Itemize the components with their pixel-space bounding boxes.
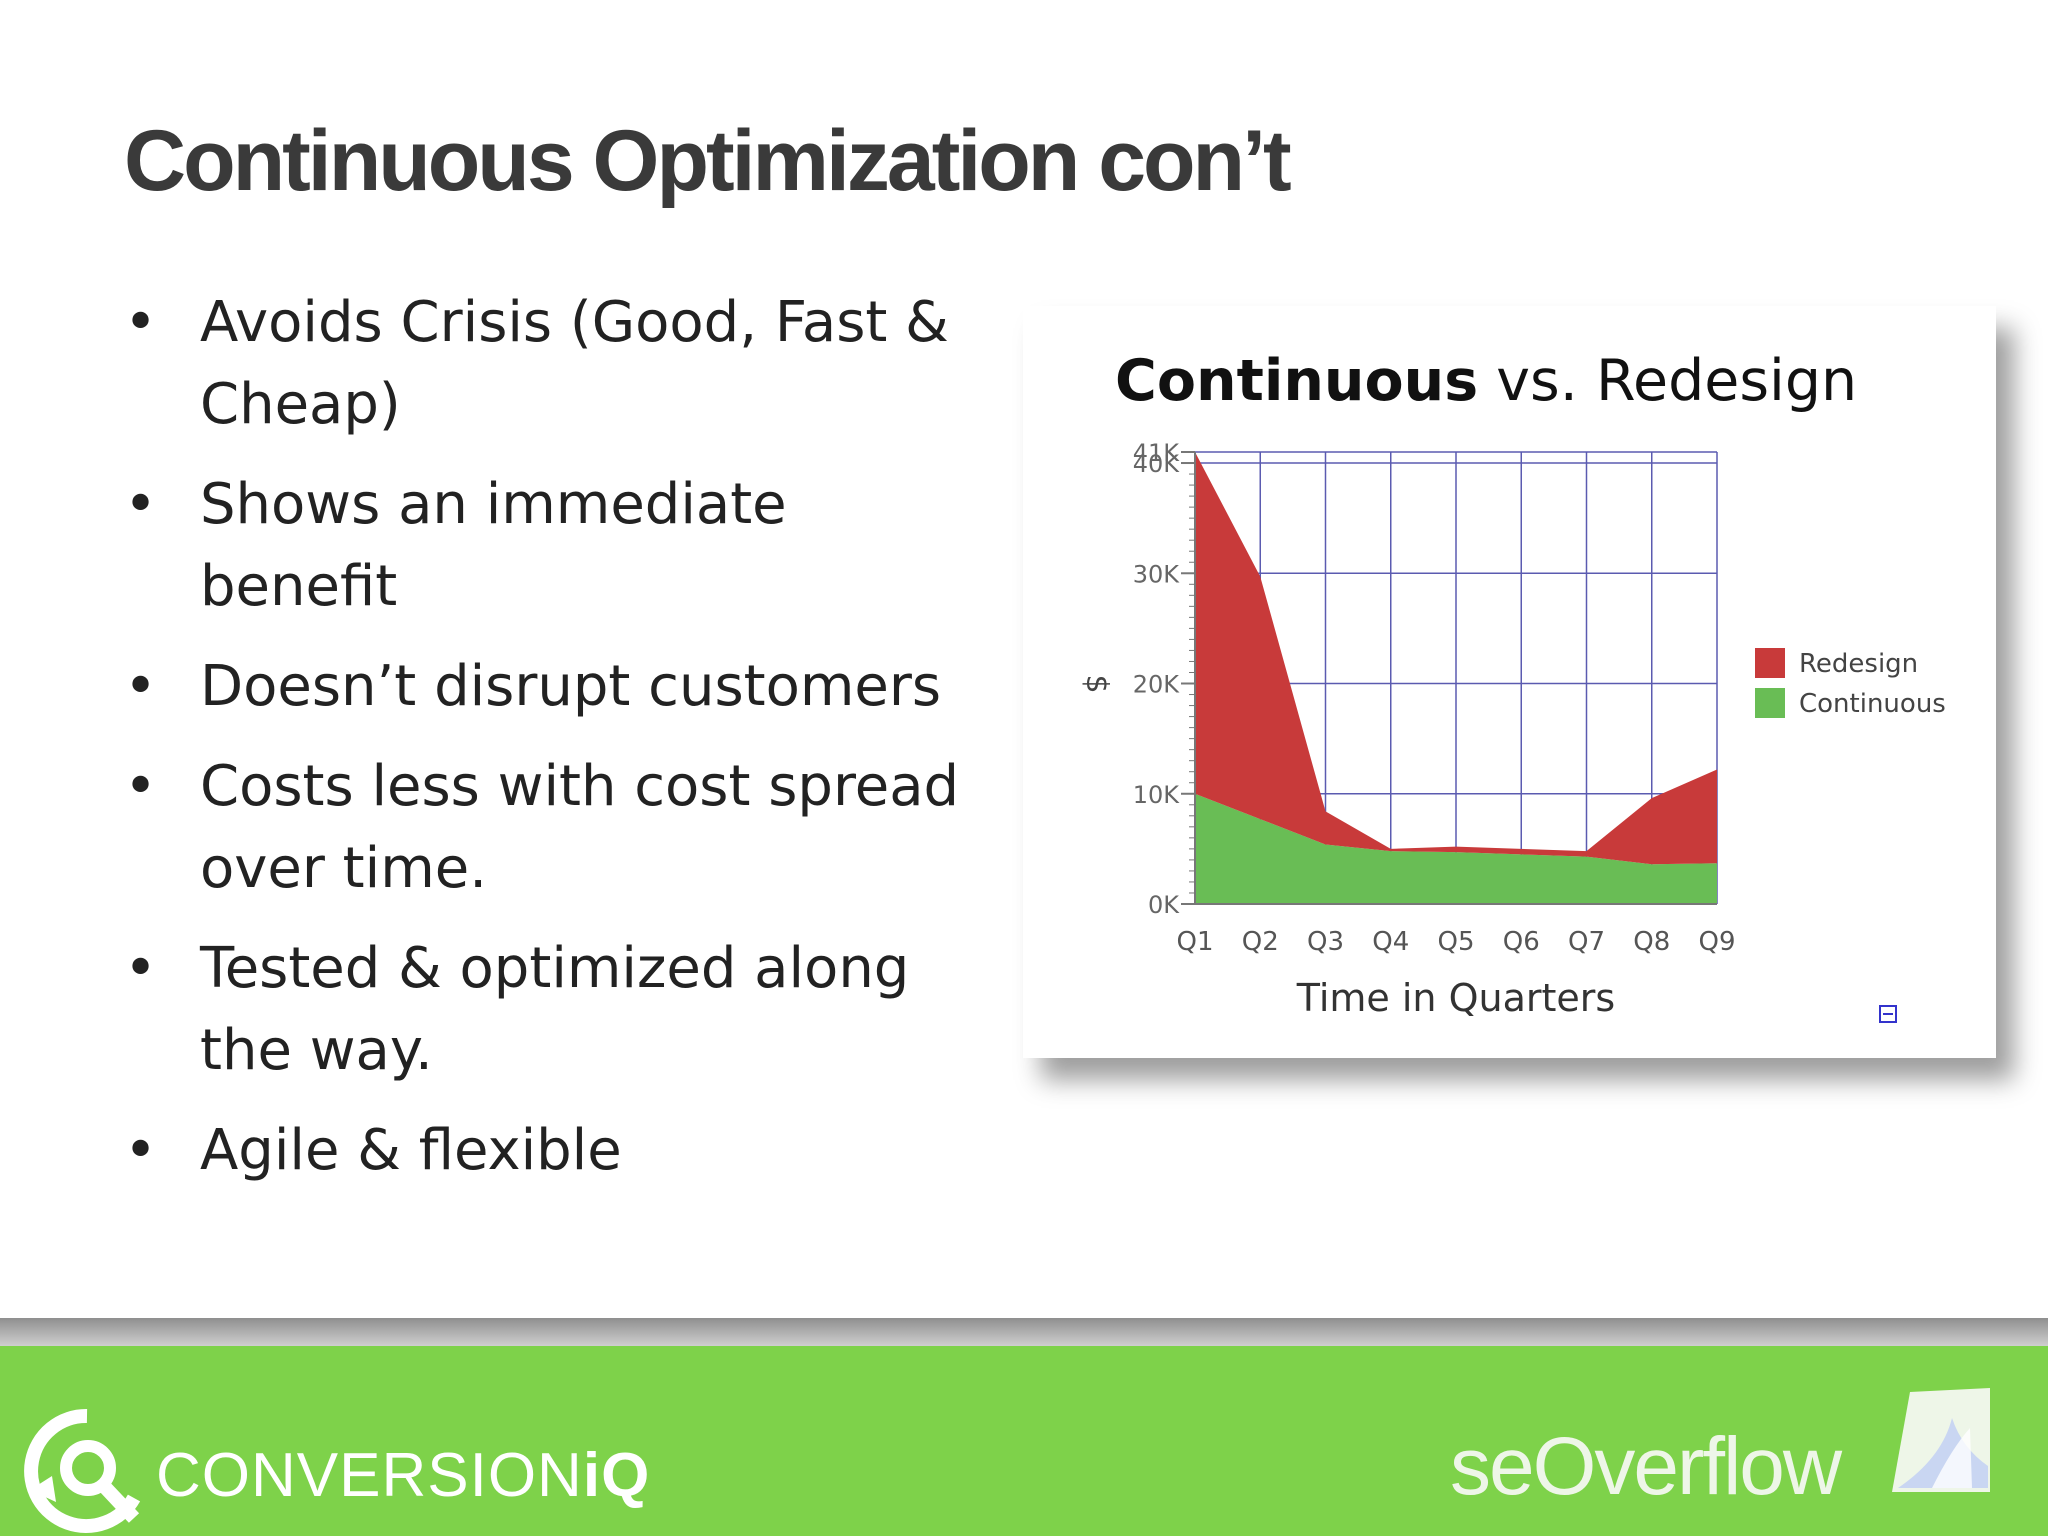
bullet-text: Doesn’t disrupt customers — [200, 654, 942, 719]
x-tick-label: Q7 — [1568, 927, 1605, 957]
conversioniq-logo-icon — [24, 1408, 141, 1533]
bullet-text: Costs less with cost spread over time. — [200, 754, 960, 901]
area-continuous — [1195, 793, 1717, 904]
footer-green-band: CONVERSIONiQ seOverflow — [0, 1346, 2048, 1536]
legend-label: Redesign — [1799, 649, 1918, 679]
area-redesign — [1195, 452, 1717, 865]
area-chart: Continuous vs. Redesign 0K 10K 20K 30K 40K41… — [1079, 348, 1946, 1023]
chart-title: Continuous vs. Redesign — [1115, 348, 1857, 414]
bullet-item: • Shows an immediate benefit — [124, 464, 964, 628]
seoverflow-logo-icon — [1892, 1388, 1990, 1492]
bullet-item: • Agile & flexible — [124, 1110, 964, 1192]
x-tick-label: Q3 — [1307, 927, 1344, 957]
bullet-glyph: • — [124, 754, 158, 819]
bullet-item: • Avoids Crisis (Good, Fast & Cheap) — [124, 282, 964, 446]
footer-gray-stripe — [0, 1318, 2048, 1346]
y-tick-label: 41K — [1133, 439, 1181, 467]
bullet-glyph: • — [124, 654, 158, 719]
bullet-text: Shows an immediate benefit — [200, 472, 787, 619]
y-tick-label: 30K — [1133, 560, 1181, 588]
legend-swatch — [1755, 648, 1785, 678]
slide-title: Continuous Optimization con’t — [124, 113, 1292, 209]
footer-bar: CONVERSIONiQ seOverflow — [0, 1318, 2048, 1536]
bullet-text: Avoids Crisis (Good, Fast & Cheap) — [200, 290, 949, 437]
chart-title-rest: vs. Redesign — [1478, 348, 1857, 414]
seoverflow-logo-text: seOverflow — [1450, 1421, 1842, 1512]
logo-text-bold: iQ — [582, 1441, 651, 1510]
chart-image: Continuous vs. Redesign 0K 10K 20K 30K 40K 41… — [1023, 306, 1996, 1058]
x-tick-label: Q4 — [1372, 927, 1409, 957]
x-tick-label: Q5 — [1437, 927, 1474, 957]
bullet-glyph: • — [124, 1118, 158, 1183]
x-tick-label: Q8 — [1633, 927, 1670, 957]
x-tick-label: Q6 — [1503, 927, 1540, 957]
collapse-icon-box[interactable] — [1879, 1005, 1897, 1023]
chart-legend: Redesign Continuous — [1755, 648, 1946, 719]
bullet-item: • Doesn’t disrupt customers — [124, 646, 964, 728]
y-tick-label: 40K — [1133, 450, 1181, 478]
logo-text-light: CONVERSION — [156, 1441, 583, 1510]
y-axis-label: $ — [1079, 674, 1114, 693]
collapse-icon[interactable] — [1879, 1005, 1897, 1023]
y-tick-label: 0K — [1148, 891, 1180, 919]
bullet-glyph: • — [124, 936, 158, 1001]
bullet-item: • Tested & optimized along the way. — [124, 928, 964, 1092]
conversioniq-logo-text: CONVERSIONiQ — [156, 1440, 650, 1511]
bullet-item: • Costs less with cost spread over time. — [124, 746, 964, 910]
x-axis-label: Time in Quarters — [1296, 976, 1615, 1020]
bullet-list: • Avoids Crisis (Good, Fast & Cheap) • Sho… — [124, 282, 964, 1210]
bullet-text: Agile & flexible — [200, 1118, 622, 1183]
x-tick-label: Q9 — [1698, 927, 1735, 957]
bullet-text: Tested & optimized along the way. — [200, 936, 910, 1083]
bullet-glyph: • — [124, 290, 158, 355]
x-tick-label: Q2 — [1242, 927, 1279, 957]
x-tick-label: Q1 — [1176, 927, 1213, 957]
y-tick-label: 10K — [1133, 781, 1181, 809]
bullet-glyph: • — [124, 472, 158, 537]
legend-label: Continuous — [1799, 689, 1946, 719]
y-tick-label: 20K — [1133, 671, 1181, 699]
chart-areas — [1195, 452, 1717, 904]
legend-swatch — [1755, 688, 1785, 718]
chart-title-bold: Continuous — [1115, 348, 1478, 414]
